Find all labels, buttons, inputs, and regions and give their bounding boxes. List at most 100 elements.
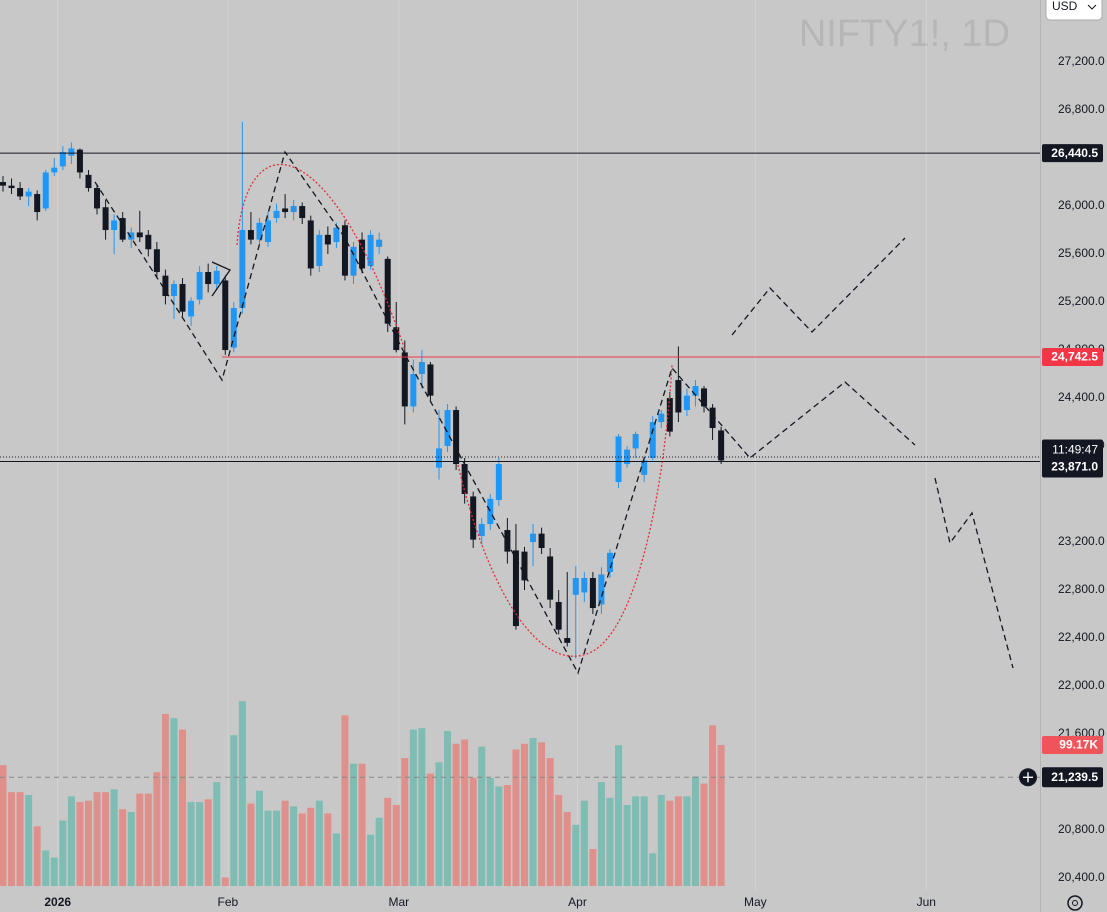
y-tick-label: 20,800.0 xyxy=(1058,822,1105,836)
candle-body xyxy=(341,225,348,276)
volume-bar xyxy=(478,746,486,886)
volume-bar xyxy=(332,833,340,886)
volume-bar xyxy=(247,803,255,886)
pattern-line xyxy=(94,150,916,675)
candle-body xyxy=(213,270,220,285)
symbol-title: NIFTY1!, 1D xyxy=(799,13,1010,55)
volume-bar xyxy=(161,713,169,886)
candle-body xyxy=(641,460,648,475)
volume-bar xyxy=(25,794,33,886)
volume-tag: 99.17K xyxy=(1059,738,1098,752)
candle-body xyxy=(111,220,118,231)
candle-body xyxy=(230,308,237,348)
countdown: 11:49:47 xyxy=(1052,443,1098,457)
candle-body xyxy=(555,602,562,630)
price-tag-bg xyxy=(1042,439,1103,478)
candle-body xyxy=(572,578,579,595)
y-tick-label: 24,400.0 xyxy=(1058,390,1105,404)
volume-bar xyxy=(452,743,460,886)
volume-bar xyxy=(503,785,511,886)
candle-body xyxy=(222,280,229,351)
volume-bar xyxy=(230,735,238,886)
add-alert-button[interactable] xyxy=(1019,768,1037,787)
candle-body xyxy=(495,464,502,501)
volume-bar xyxy=(538,742,546,886)
volume-bar xyxy=(110,789,118,886)
candle-body xyxy=(692,386,699,396)
candle-body xyxy=(128,232,135,240)
candle-body xyxy=(51,167,58,173)
candle-body xyxy=(478,524,485,537)
y-tick-label: 22,400.0 xyxy=(1058,630,1105,644)
gear[interactable] xyxy=(1067,895,1083,911)
candle-body xyxy=(265,220,272,243)
chevron xyxy=(1087,4,1097,10)
candle-body xyxy=(701,388,708,407)
volume-bar xyxy=(683,796,691,886)
candle-body xyxy=(632,434,639,449)
candle-body xyxy=(299,206,306,219)
volume-bar xyxy=(0,765,7,886)
levels-layer xyxy=(0,152,1040,778)
volume-bar xyxy=(700,783,708,886)
price-tag-bg xyxy=(1042,347,1103,366)
candle-body xyxy=(649,422,656,459)
candle-body xyxy=(410,374,417,407)
grid-layer xyxy=(57,0,927,890)
y-tick-label: 20,400.0 xyxy=(1058,870,1105,884)
volume-bar xyxy=(324,813,332,886)
candle-body xyxy=(427,364,434,396)
candle-body xyxy=(25,191,32,197)
candle-body xyxy=(350,246,357,276)
y-tick-label: 22,000.0 xyxy=(1058,678,1105,692)
volume-bar xyxy=(8,792,16,886)
price-tag: 24,742.5 xyxy=(1051,350,1098,364)
candle-body xyxy=(102,207,109,231)
volume-bar xyxy=(495,786,503,886)
volume-bar xyxy=(691,776,699,886)
candle-body xyxy=(658,413,665,423)
volume-bar xyxy=(435,762,443,886)
currency-button[interactable] xyxy=(1045,0,1103,21)
y-tick-label: 25,200.0 xyxy=(1058,294,1105,308)
volume-bar xyxy=(486,777,494,886)
candle-body xyxy=(290,206,297,213)
candle-body xyxy=(512,550,519,627)
settings-icon[interactable] xyxy=(1067,895,1083,911)
volume-bar xyxy=(401,758,409,886)
x-tick-label: Jun xyxy=(917,895,936,909)
candle-body xyxy=(530,533,537,543)
volume-bar xyxy=(127,812,135,886)
volume-bar xyxy=(392,804,400,886)
volume-bar xyxy=(204,799,212,886)
usd-button[interactable]: USD xyxy=(1045,0,1103,21)
candle-body xyxy=(8,185,15,189)
volume-bar xyxy=(709,725,717,886)
volume-bar xyxy=(16,792,24,886)
volume-bar xyxy=(640,796,648,886)
volume-bar xyxy=(649,853,657,886)
candle-body xyxy=(85,174,92,189)
volume-bar xyxy=(529,738,537,886)
volume-bar xyxy=(546,758,554,886)
y-tick-label: 26,800.0 xyxy=(1058,102,1105,116)
y-tick-label: 25,600.0 xyxy=(1058,246,1105,260)
crosshair-tag-bg xyxy=(1042,767,1103,788)
volume-bar xyxy=(119,809,127,886)
projection-down xyxy=(934,477,1014,669)
candle-body xyxy=(453,410,460,465)
volume-bar xyxy=(213,782,221,886)
candle-body xyxy=(718,430,725,461)
candle-body xyxy=(34,194,41,213)
volume-bar xyxy=(520,743,528,886)
volume-bar xyxy=(315,800,323,886)
volume-bar xyxy=(196,802,204,886)
y-tick-label: 26,000.0 xyxy=(1058,198,1105,212)
y-tick-label: 23,200.0 xyxy=(1058,534,1105,548)
x-tick-label: Apr xyxy=(568,895,587,909)
candle-body xyxy=(470,496,477,540)
volume-bar xyxy=(93,792,101,886)
volume-bar xyxy=(187,802,195,886)
arc xyxy=(457,364,673,657)
candle-body xyxy=(256,222,263,240)
